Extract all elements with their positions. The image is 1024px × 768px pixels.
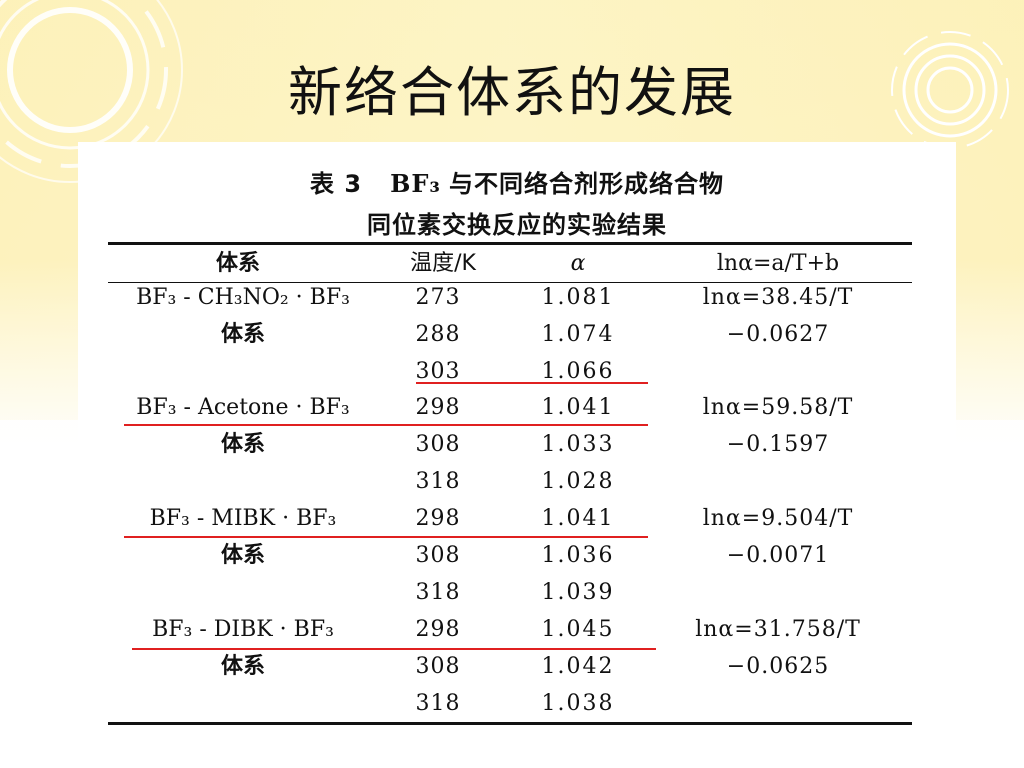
group-4-temp-3: 318 (415, 691, 461, 716)
group-3-temp-3: 318 (415, 580, 461, 605)
group-1-alpha-1: 1.081 (541, 285, 615, 310)
table-caption: 表 3 BF₃ 与不同络合剂形成络合物 (78, 164, 956, 199)
group-1-constant: −0.0627 (726, 322, 830, 347)
group-4-alpha-2: 1.042 (541, 654, 615, 679)
top-rule (108, 242, 912, 245)
group-1-temp-3: 303 (415, 359, 461, 384)
group-1-alpha-2: 1.074 (541, 322, 615, 347)
header-rule (108, 282, 912, 283)
group-3-temp-1: 298 (415, 506, 461, 531)
group-2-temp-2: 308 (415, 432, 461, 457)
group-3-constant: −0.0071 (726, 543, 830, 568)
highlight-line-1 (416, 382, 648, 384)
group-3-sub: 体系 (220, 543, 265, 568)
highlight-line-4 (132, 648, 656, 650)
group-2-alpha-3: 1.028 (541, 469, 615, 494)
group-3-temp-2: 308 (415, 543, 461, 568)
group-4-alpha-1: 1.045 (541, 617, 615, 642)
group-1-name: BF₃ - CH₃NO₂ · BF₃ (136, 285, 350, 310)
group-1-temp-2: 288 (415, 322, 461, 347)
header-alpha: α (570, 251, 586, 276)
group-2-alpha-1: 1.041 (541, 395, 615, 420)
group-4-equation: lnα=31.758/T (695, 617, 861, 642)
header-temperature: 温度/K (410, 251, 476, 276)
group-2-temp-3: 318 (415, 469, 461, 494)
group-1-alpha-3: 1.066 (541, 359, 615, 384)
group-2-equation: lnα=59.58/T (702, 395, 854, 420)
bottom-rule (108, 722, 912, 725)
header-equation: lnα=a/T+b (716, 251, 840, 276)
group-4-name: BF₃ - DIBK · BF₃ (152, 617, 334, 642)
group-2-name: BF₃ - Acetone · BF₃ (136, 395, 350, 420)
group-2-temp-1: 298 (415, 395, 461, 420)
group-3-alpha-2: 1.036 (541, 543, 615, 568)
group-4-sub: 体系 (220, 654, 265, 679)
decorative-circles-right-icon (891, 31, 1009, 149)
slide-title: 新络合体系的发展 (288, 61, 736, 124)
group-2-constant: −0.1597 (726, 432, 830, 457)
group-4-constant: −0.0625 (726, 654, 830, 679)
caption-number: 表 3 (310, 170, 363, 198)
group-1-temp-1: 273 (415, 285, 461, 310)
group-1-equation: lnα=38.45/T (702, 285, 854, 310)
group-4-alpha-3: 1.038 (541, 691, 615, 716)
caption-text: 与不同络合剂形成络合物 (448, 170, 724, 198)
group-3-equation: lnα=9.504/T (702, 506, 854, 531)
group-1-sub: 体系 (220, 322, 265, 347)
table-caption-line2: 同位素交换反应的实验结果 (367, 211, 667, 239)
group-2-alpha-2: 1.033 (541, 432, 615, 457)
group-2-sub: 体系 (220, 432, 265, 457)
group-4-temp-2: 308 (415, 654, 461, 679)
caption-formula: BF₃ (390, 169, 441, 198)
group-3-alpha-1: 1.041 (541, 506, 615, 531)
table-image: 表 3 BF₃ 与不同络合剂形成络合物 同位素交换反应的实验结果 体系 温度/K α… (78, 142, 956, 764)
group-4-temp-1: 298 (415, 617, 461, 642)
header-system: 体系 (215, 251, 260, 276)
group-3-name: BF₃ - MIBK · BF₃ (149, 506, 337, 531)
highlight-line-2 (124, 424, 648, 426)
highlight-line-3 (124, 536, 648, 538)
decorative-circles-left-icon (0, 0, 183, 183)
group-3-alpha-3: 1.039 (541, 580, 615, 605)
